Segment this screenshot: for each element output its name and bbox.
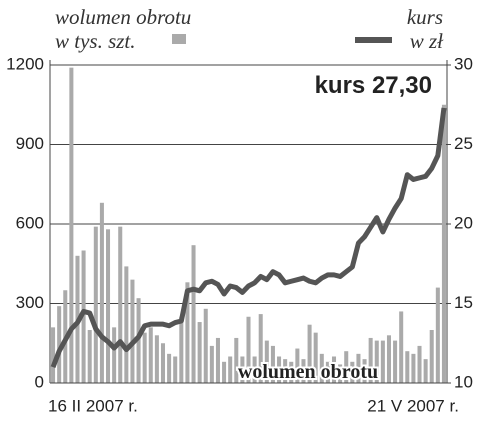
bar <box>289 361 294 383</box>
bar <box>356 353 361 383</box>
bar <box>215 337 220 383</box>
bar <box>405 351 410 383</box>
bar <box>435 287 440 383</box>
bar <box>295 348 300 383</box>
bar <box>173 356 178 383</box>
bar <box>185 282 190 383</box>
bar <box>99 202 104 383</box>
bar <box>191 245 196 383</box>
bar <box>112 327 117 383</box>
bar <box>69 67 74 384</box>
bar <box>160 343 166 383</box>
bar <box>148 327 153 383</box>
y-tick-label: 0 <box>35 372 44 391</box>
bar <box>393 340 398 383</box>
bar <box>417 345 422 383</box>
bar <box>246 316 251 383</box>
bar <box>264 340 269 383</box>
bar <box>411 353 416 383</box>
bar <box>319 353 324 383</box>
bar <box>154 335 159 383</box>
y-tick-label: 300 <box>16 293 44 312</box>
bar <box>130 279 135 383</box>
y2-tick-label: 20 <box>454 213 473 232</box>
bar <box>313 332 318 383</box>
bar <box>51 327 56 383</box>
bar <box>325 361 330 383</box>
bar <box>240 356 245 383</box>
bar <box>142 332 147 383</box>
bar <box>270 345 275 383</box>
bar <box>258 314 263 383</box>
bar <box>222 361 227 383</box>
legend-label: wolumen obrotu <box>55 5 191 29</box>
bar <box>93 226 98 383</box>
y-tick-label: 900 <box>16 134 44 153</box>
bar <box>423 359 428 383</box>
bar <box>301 359 306 383</box>
annotation: wolumen obrotu <box>238 361 378 383</box>
bar <box>338 364 343 383</box>
bar <box>380 340 385 383</box>
bar <box>209 345 214 383</box>
y2-tick-label: 10 <box>454 372 473 391</box>
bar <box>331 356 337 383</box>
legend-swatch <box>172 34 186 44</box>
bar <box>81 250 86 383</box>
bar <box>234 337 239 383</box>
bar <box>179 316 184 383</box>
bar <box>136 298 141 383</box>
bar <box>350 361 355 383</box>
annotation: kurs 27,30 <box>315 72 432 99</box>
bar <box>374 340 379 383</box>
legend-label: kurs <box>407 5 443 29</box>
y-tick-label: 600 <box>16 213 44 232</box>
x-tick-label: 21 V 2007 r. <box>367 396 459 415</box>
bar <box>228 356 233 383</box>
y-tick-label: 1200 <box>6 54 44 73</box>
bar <box>277 356 282 383</box>
axis-unit: w tys. szt. <box>55 29 136 53</box>
bar <box>197 322 202 383</box>
x-tick-label: 16 II 2007 r. <box>48 396 138 415</box>
bar <box>362 359 367 383</box>
bar <box>386 335 391 383</box>
bar <box>203 308 208 383</box>
bar <box>87 330 92 383</box>
bar <box>57 306 62 383</box>
bar <box>283 359 288 383</box>
bar <box>344 351 349 383</box>
bar <box>118 226 123 383</box>
y2-tick-label: 25 <box>454 134 473 153</box>
y2-tick-label: 30 <box>454 54 473 73</box>
bar <box>429 330 434 383</box>
bar <box>368 337 373 383</box>
bar <box>252 356 257 383</box>
y2-tick-label: 15 <box>454 293 473 312</box>
axis-unit: w zł <box>410 29 444 53</box>
bar <box>399 311 404 383</box>
bar <box>441 104 446 383</box>
bar <box>124 266 129 383</box>
bar <box>106 229 111 383</box>
bar <box>307 324 312 383</box>
price-line <box>50 107 447 368</box>
bar <box>167 353 172 383</box>
